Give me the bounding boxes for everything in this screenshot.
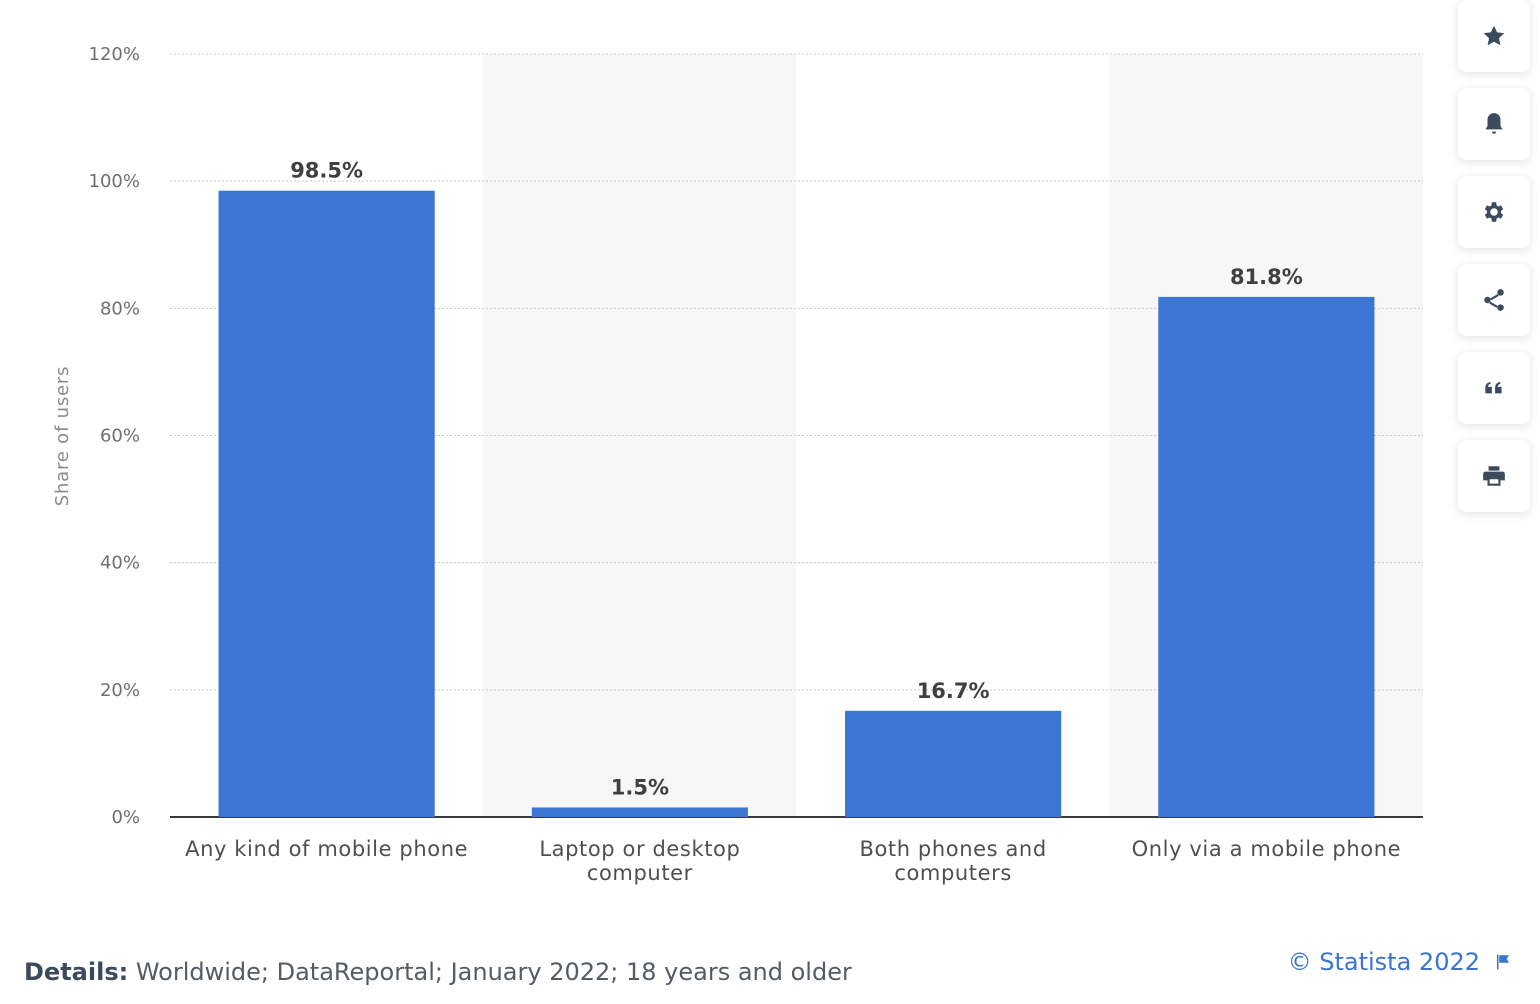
bar (218, 190, 435, 817)
settings-button[interactable] (1458, 176, 1530, 248)
bar (1158, 296, 1375, 818)
data-label: 16.7% (917, 679, 990, 703)
y-tick-label: 40% (100, 553, 140, 574)
share-button[interactable] (1458, 264, 1530, 336)
details-text: Worldwide; DataReportal; January 2022; 1… (128, 958, 852, 986)
footer-details: Details: Worldwide; DataReportal; Januar… (24, 958, 852, 986)
data-label: 81.8% (1230, 265, 1303, 289)
x-category-label: Both phones and computers (859, 837, 1046, 885)
notification-button[interactable] (1458, 88, 1530, 160)
details-label: Details: (24, 958, 129, 986)
print-button[interactable] (1458, 440, 1530, 512)
bar (531, 807, 748, 817)
credit-text[interactable]: © Statista 2022 (1287, 948, 1480, 976)
data-label: 98.5% (290, 159, 363, 183)
share-icon (1484, 289, 1504, 311)
y-tick-label: 20% (100, 680, 140, 701)
y-tick-label: 120% (89, 44, 140, 65)
star-icon (1483, 25, 1505, 46)
x-category-label: Only via a mobile phone (1132, 837, 1402, 861)
x-category-label: Any kind of mobile phone (185, 837, 468, 861)
bell-icon (1485, 113, 1503, 134)
bar (845, 710, 1062, 817)
cite-button[interactable] (1458, 352, 1530, 424)
bar-chart: 0% 20% 40% 60% 80% 100% 120% 98.5% Any kind of m… (52, 44, 1423, 885)
y-tick-label: 100% (89, 171, 140, 192)
x-category-label: Laptop or desktop computer (539, 837, 740, 885)
flag-icon[interactable] (1494, 953, 1512, 971)
footer-credit[interactable]: © Statista 2022 (1288, 948, 1512, 976)
print-icon (1483, 466, 1505, 486)
favorite-button[interactable] (1458, 0, 1530, 72)
y-tick-label: 80% (100, 298, 140, 319)
gear-icon (1484, 202, 1504, 222)
y-axis-title: Share of users (52, 366, 73, 507)
y-tick-label: 60% (100, 426, 140, 447)
y-tick-label: 0% (111, 807, 140, 828)
data-label: 1.5% (611, 775, 669, 799)
quote-icon (1485, 382, 1502, 394)
